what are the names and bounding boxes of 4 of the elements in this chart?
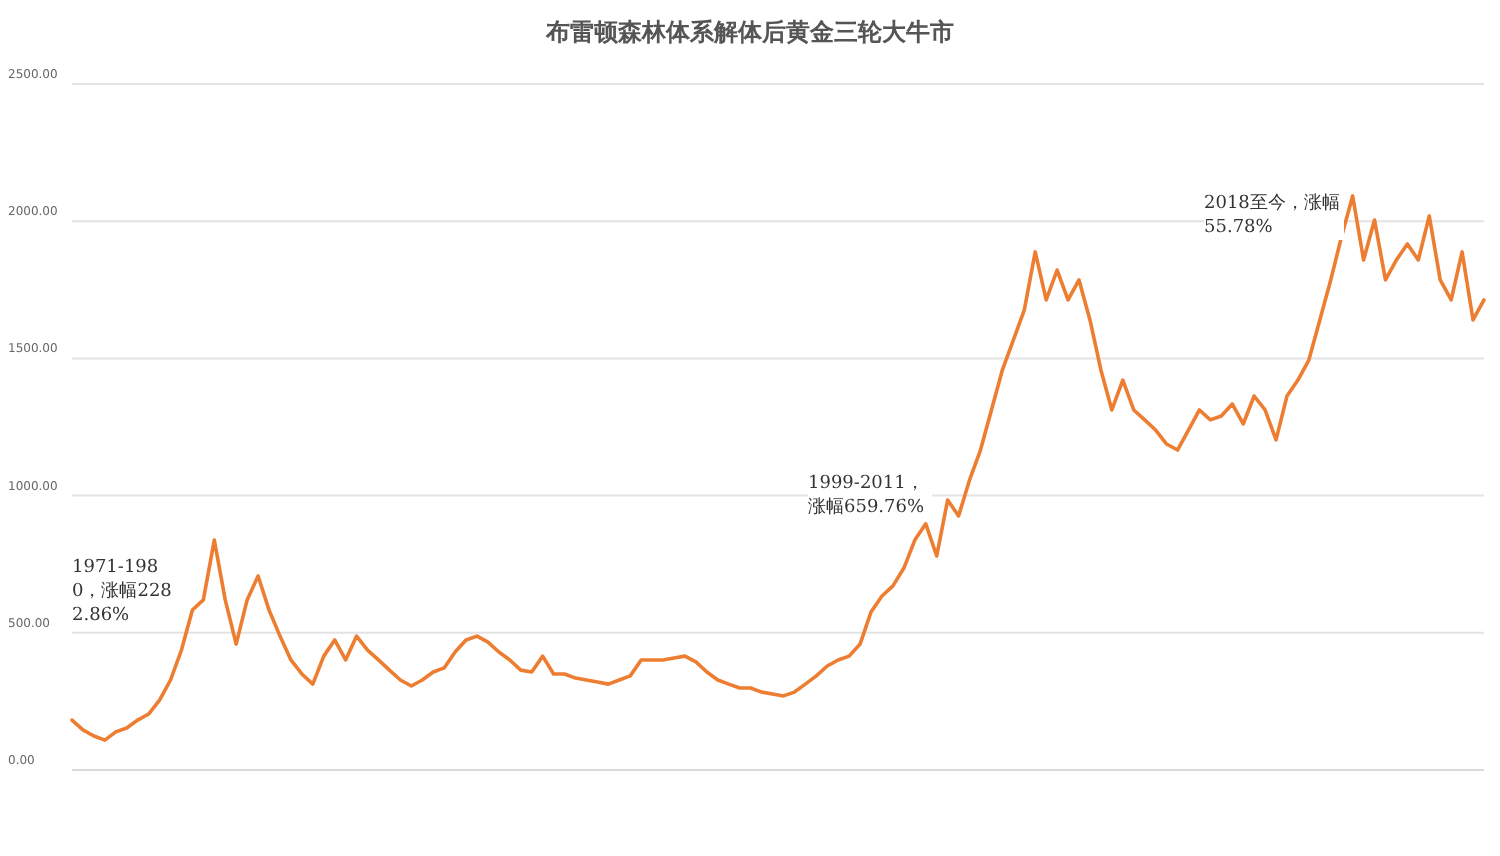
annotation: 1971-1980，涨幅2282.86% xyxy=(72,556,184,628)
annotation: 2018至今，涨幅55.78% xyxy=(1204,192,1344,240)
chart-title: 布雷顿森林体系解体后黄金三轮大牛市 xyxy=(544,18,954,46)
annotation: 1999-2011，涨幅659.76% xyxy=(808,472,932,520)
